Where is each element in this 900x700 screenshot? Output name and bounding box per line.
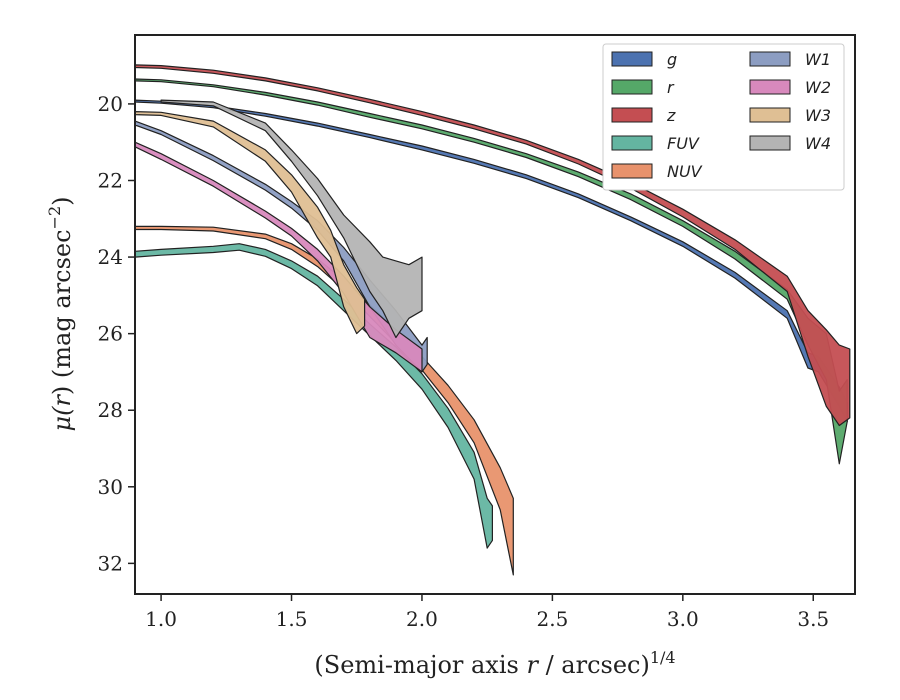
y-tick-label: 20	[98, 92, 123, 116]
legend-label-nuv: NUV	[667, 162, 703, 181]
legend-swatch-w3	[749, 107, 791, 123]
band-nuv	[134, 225, 514, 576]
y-axis-label: μ(r) (mag arcsec−2)	[45, 196, 76, 431]
y-tick-label: 28	[98, 398, 123, 422]
band-fuv	[134, 243, 493, 549]
legend-label-w3: W3	[805, 106, 831, 125]
band-w3	[134, 110, 366, 335]
band-w2	[134, 141, 423, 373]
legend-label-g: g	[667, 50, 677, 69]
legend-items: grz FUV NUV W1 W2 W3 W4	[611, 50, 831, 181]
legend-swatch-nuv	[611, 163, 653, 179]
x-tick-label: 3.0	[667, 607, 699, 631]
legend-label-r: r	[667, 78, 675, 97]
x-axis-ticks: 1.0 1.5 2.0 2.5 3.0 3.5	[145, 594, 829, 631]
legend-label-z: z	[666, 106, 676, 125]
x-tick-label: 3.5	[797, 607, 829, 631]
plot-frame	[134, 34, 856, 595]
y-tick-label: 32	[98, 551, 123, 575]
x-tick-label: 1.5	[276, 607, 308, 631]
legend-swatch-g	[611, 51, 653, 67]
legend-label-w4: W4	[805, 134, 831, 153]
y-tick-label: 30	[98, 475, 123, 499]
band-w4	[160, 99, 423, 339]
band-r	[134, 78, 848, 465]
band-z	[134, 64, 851, 427]
x-tick-label: 2.5	[536, 607, 568, 631]
legend: grz FUV NUV W1 W2 W3 W4	[602, 43, 845, 191]
series-bands	[134, 64, 851, 576]
y-tick-label: 26	[98, 322, 123, 346]
y-tick-label: 24	[98, 245, 123, 269]
x-axis-label: (Semi-major axis r / arcsec)1/4	[314, 648, 675, 679]
legend-swatch-w4	[749, 135, 791, 151]
y-tick-label: 22	[98, 168, 123, 192]
y-axis-ticks: 20 22 24 26 28 30 32	[98, 92, 135, 575]
legend-swatch-z	[611, 107, 653, 123]
legend-label-fuv: FUV	[667, 134, 700, 153]
legend-swatch-fuv	[611, 135, 653, 151]
legend-label-w2: W2	[805, 78, 831, 97]
legend-swatch-r	[611, 79, 653, 95]
legend-swatch-w2	[749, 79, 791, 95]
x-tick-label: 2.0	[406, 607, 438, 631]
x-tick-label: 1.0	[145, 607, 177, 631]
legend-label-w1: W1	[805, 50, 831, 69]
legend-swatch-w1	[749, 51, 791, 67]
